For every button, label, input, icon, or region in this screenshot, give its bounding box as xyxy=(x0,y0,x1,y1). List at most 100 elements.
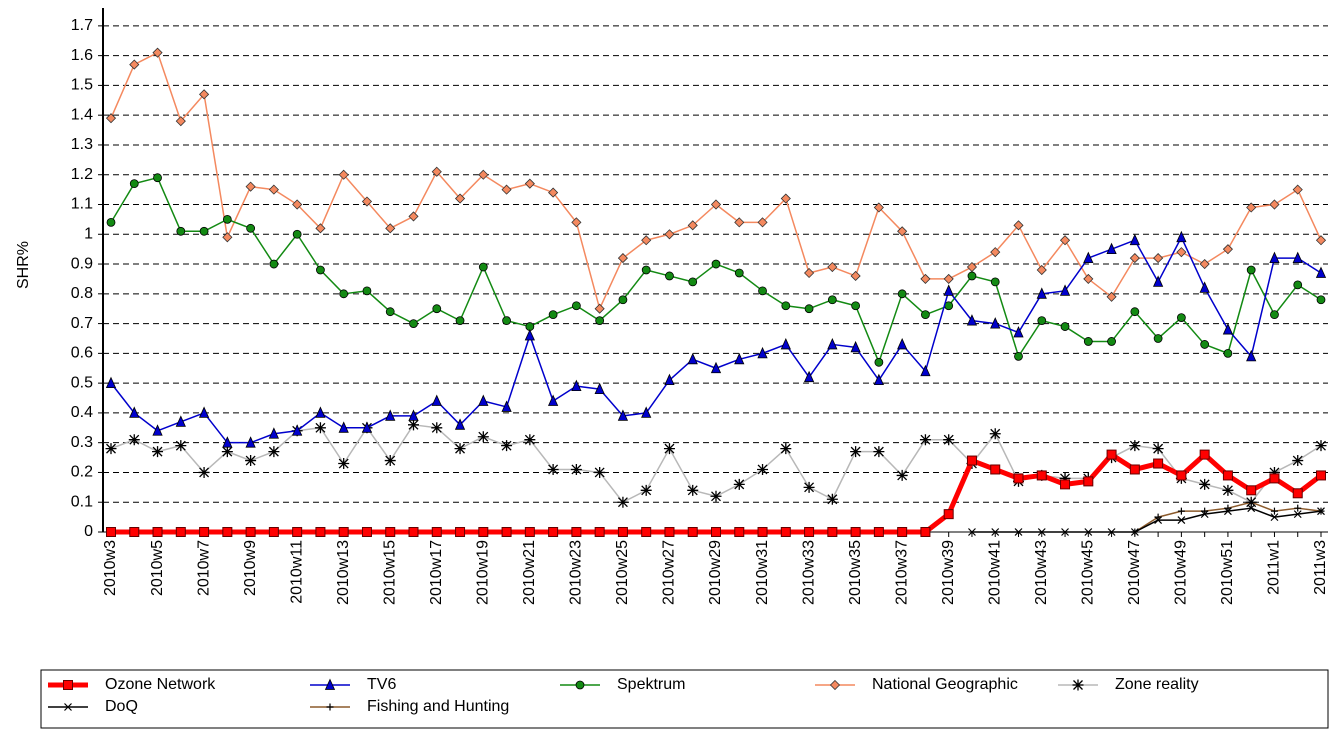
x-tick-label: 2010w3 xyxy=(102,540,119,596)
data-point xyxy=(1037,528,1046,536)
y-tick-label: 0.7 xyxy=(71,315,93,332)
y-axis-label: SHR% xyxy=(15,241,32,289)
data-point xyxy=(1176,230,1187,243)
legend-label: Ozone Network xyxy=(105,676,216,693)
data-point xyxy=(454,418,466,430)
data-point xyxy=(385,223,396,234)
data-point xyxy=(478,262,488,272)
data-point xyxy=(198,466,210,478)
legend-label: TV6 xyxy=(367,676,396,693)
data-point xyxy=(199,89,210,100)
data-point xyxy=(361,527,372,537)
x-tick-label: 2010w17 xyxy=(428,540,445,605)
data-point xyxy=(1315,266,1327,278)
data-point xyxy=(571,527,582,537)
data-point xyxy=(175,415,186,427)
data-point xyxy=(1223,507,1232,516)
data-point xyxy=(548,310,558,320)
data-point xyxy=(1177,516,1186,525)
data-point xyxy=(1129,440,1141,452)
data-point xyxy=(361,421,373,433)
data-point xyxy=(571,301,581,311)
data-point xyxy=(1176,247,1187,258)
data-point xyxy=(245,436,256,448)
data-point xyxy=(943,509,954,520)
data-point xyxy=(1316,295,1326,305)
data-point xyxy=(501,184,512,195)
x-tick-label: 2010w7 xyxy=(195,540,212,596)
data-point xyxy=(826,493,838,505)
data-point xyxy=(1223,348,1233,358)
data-point xyxy=(1292,184,1303,195)
data-point xyxy=(594,382,605,394)
data-point xyxy=(919,434,931,446)
data-point xyxy=(804,527,815,537)
data-point xyxy=(617,496,629,508)
data-point xyxy=(1199,258,1210,270)
data-point xyxy=(664,527,675,537)
data-point xyxy=(1294,504,1302,512)
data-point xyxy=(1222,323,1234,335)
data-point xyxy=(454,443,466,455)
data-point xyxy=(873,202,884,213)
data-point xyxy=(524,178,535,189)
data-point xyxy=(850,527,861,537)
data-point xyxy=(594,527,605,537)
data-point xyxy=(222,436,233,448)
data-point xyxy=(268,527,279,537)
legend-label: Zone reality xyxy=(1115,676,1199,693)
data-point xyxy=(757,463,769,475)
data-point xyxy=(1036,264,1047,276)
data-point xyxy=(198,406,210,418)
data-point xyxy=(1130,307,1140,317)
data-point xyxy=(245,181,256,192)
data-point xyxy=(897,527,908,537)
data-point xyxy=(873,446,885,458)
data-point xyxy=(827,337,838,350)
data-point xyxy=(896,469,908,481)
data-point xyxy=(175,527,186,537)
data-point xyxy=(385,409,396,421)
data-point xyxy=(966,314,978,326)
series-line xyxy=(110,424,1322,503)
data-point xyxy=(711,527,721,537)
data-point xyxy=(687,527,698,537)
data-point xyxy=(1292,488,1303,499)
data-point xyxy=(1153,275,1164,287)
data-point xyxy=(943,273,954,284)
data-point xyxy=(478,527,489,537)
data-point xyxy=(176,226,186,236)
data-point xyxy=(524,527,535,537)
y-tick-label: 0.8 xyxy=(71,285,93,302)
data-point xyxy=(595,316,605,326)
data-point xyxy=(1269,199,1280,210)
data-point xyxy=(1269,251,1280,263)
data-point xyxy=(199,226,209,236)
data-point xyxy=(641,527,652,537)
legend-marker xyxy=(829,679,841,691)
data-point xyxy=(618,295,628,305)
data-point xyxy=(1292,455,1304,467)
data-point xyxy=(641,235,652,246)
data-point xyxy=(1268,466,1280,478)
data-point xyxy=(408,419,419,431)
data-point xyxy=(1246,349,1257,362)
data-point xyxy=(665,271,674,281)
y-tick-label: 1.1 xyxy=(71,196,93,213)
data-point xyxy=(989,428,1001,440)
y-tick-label: 1.2 xyxy=(71,166,93,183)
x-tick-label: 2010w15 xyxy=(381,540,398,605)
data-point xyxy=(1292,251,1303,263)
data-point xyxy=(408,211,419,222)
data-point xyxy=(1222,244,1233,255)
data-point xyxy=(920,364,931,377)
series-line xyxy=(110,51,1322,310)
x-tick-label: 2010w47 xyxy=(1126,540,1143,605)
data-point xyxy=(245,455,257,467)
data-point xyxy=(1083,251,1094,263)
data-point xyxy=(851,301,861,311)
data-point xyxy=(780,337,791,350)
data-point xyxy=(316,265,325,275)
data-point xyxy=(1014,351,1023,361)
